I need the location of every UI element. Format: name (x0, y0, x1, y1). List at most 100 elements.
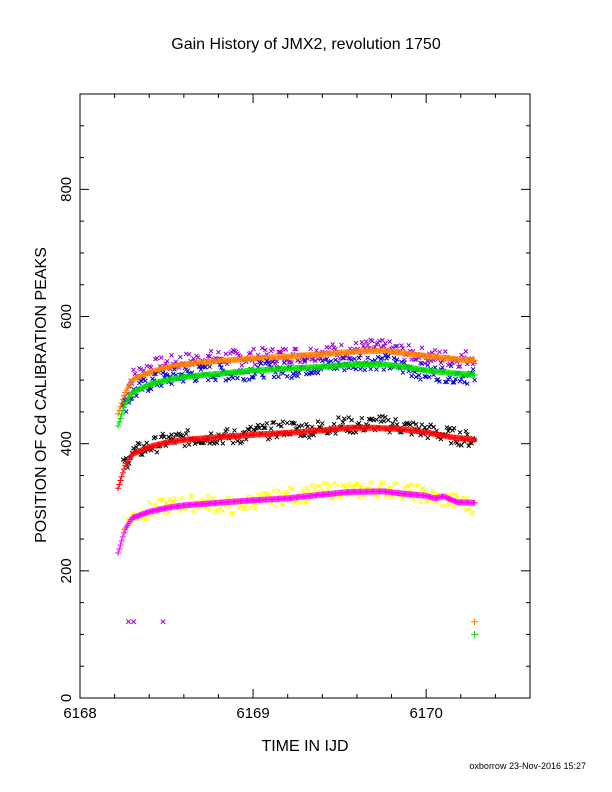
chart-title: Gain History of JMX2, revolution 1750 (171, 36, 441, 53)
x-marker (382, 340, 388, 346)
x-marker (315, 370, 321, 376)
x-marker (251, 374, 256, 380)
x-marker (444, 379, 450, 385)
x-marker (270, 420, 275, 426)
x-marker (170, 499, 176, 504)
x-marker (406, 483, 412, 489)
x-marker (153, 502, 158, 508)
x-marker (320, 421, 325, 426)
x-marker (138, 378, 144, 384)
x-marker (390, 421, 395, 426)
x-marker (125, 516, 131, 522)
x-marker (242, 506, 248, 511)
x-marker (259, 345, 265, 351)
x-marker (358, 484, 363, 490)
x-marker (280, 502, 286, 508)
x-marker (137, 441, 142, 447)
x-marker (448, 363, 454, 369)
x-tick-label: 6168 (63, 705, 96, 722)
x-marker (183, 431, 189, 437)
x-marker (189, 493, 195, 498)
x-marker (208, 348, 214, 354)
x-marker (268, 501, 274, 507)
x-marker (191, 508, 196, 514)
x-marker (148, 386, 154, 392)
x-marker (210, 495, 215, 501)
x-marker (258, 361, 264, 366)
x-marker (334, 483, 340, 488)
x-marker (407, 422, 413, 428)
x-marker (394, 343, 400, 349)
x-marker (195, 355, 201, 360)
x-marker (340, 483, 346, 488)
x-marker (466, 507, 472, 512)
data-marks (115, 337, 479, 638)
x-marker (240, 506, 246, 512)
x-marker (290, 420, 296, 426)
plus-marker (121, 466, 128, 473)
x-marker (445, 428, 451, 434)
x-marker (419, 361, 425, 366)
x-marker (145, 388, 151, 394)
x-marker (447, 425, 453, 431)
x-marker (451, 380, 457, 385)
x-marker (169, 432, 174, 438)
y-tick-label: 400 (58, 431, 75, 456)
x-marker (172, 495, 177, 501)
x-marker (432, 347, 438, 353)
x-marker (295, 358, 300, 363)
plus-marker (115, 422, 122, 429)
x-marker (217, 362, 223, 368)
x-marker (261, 375, 267, 380)
x-marker (416, 372, 422, 378)
x-marker (419, 345, 425, 351)
x-marker (227, 505, 233, 510)
x-marker (412, 357, 417, 363)
x-marker (216, 349, 221, 355)
plus-marker (471, 618, 479, 626)
x-marker (160, 370, 166, 376)
x-marker (387, 339, 393, 344)
x-marker (425, 362, 431, 368)
x-marker (413, 357, 419, 362)
x-marker (340, 419, 346, 425)
x-marker (426, 374, 432, 380)
x-marker (192, 441, 198, 446)
x-marker (271, 488, 277, 494)
x-marker (382, 493, 388, 499)
x-marker (239, 362, 245, 368)
x-marker (393, 417, 398, 422)
x-marker (400, 346, 406, 351)
x-marker (359, 484, 365, 489)
x-marker (422, 424, 428, 430)
x-marker (280, 419, 286, 425)
x-marker (413, 421, 419, 427)
x-marker (232, 428, 237, 433)
footer-stamp: oxborrow 23-Nov-2016 15:27 (469, 761, 586, 771)
x-marker (142, 517, 148, 523)
plus-marker (118, 411, 125, 418)
x-marker (349, 417, 354, 423)
plus-marker (118, 537, 125, 544)
plus-marker (117, 403, 124, 410)
x-marker (451, 425, 457, 431)
plus-marker (115, 550, 122, 557)
plus-marker (471, 372, 478, 379)
x-marker (163, 500, 169, 506)
x-marker (255, 422, 261, 428)
x-marker (207, 507, 212, 513)
x-marker (346, 355, 352, 361)
x-marker (462, 379, 467, 385)
x-marker (246, 377, 252, 382)
x-marker (270, 359, 275, 365)
x-marker (390, 344, 395, 350)
x-marker (410, 420, 416, 426)
x-marker (463, 348, 469, 354)
x-marker (320, 358, 325, 364)
x-marker (440, 365, 445, 370)
x-marker (273, 504, 278, 509)
plus-marker (117, 477, 124, 484)
series-7-fit (115, 488, 478, 557)
x-marker (198, 367, 204, 372)
